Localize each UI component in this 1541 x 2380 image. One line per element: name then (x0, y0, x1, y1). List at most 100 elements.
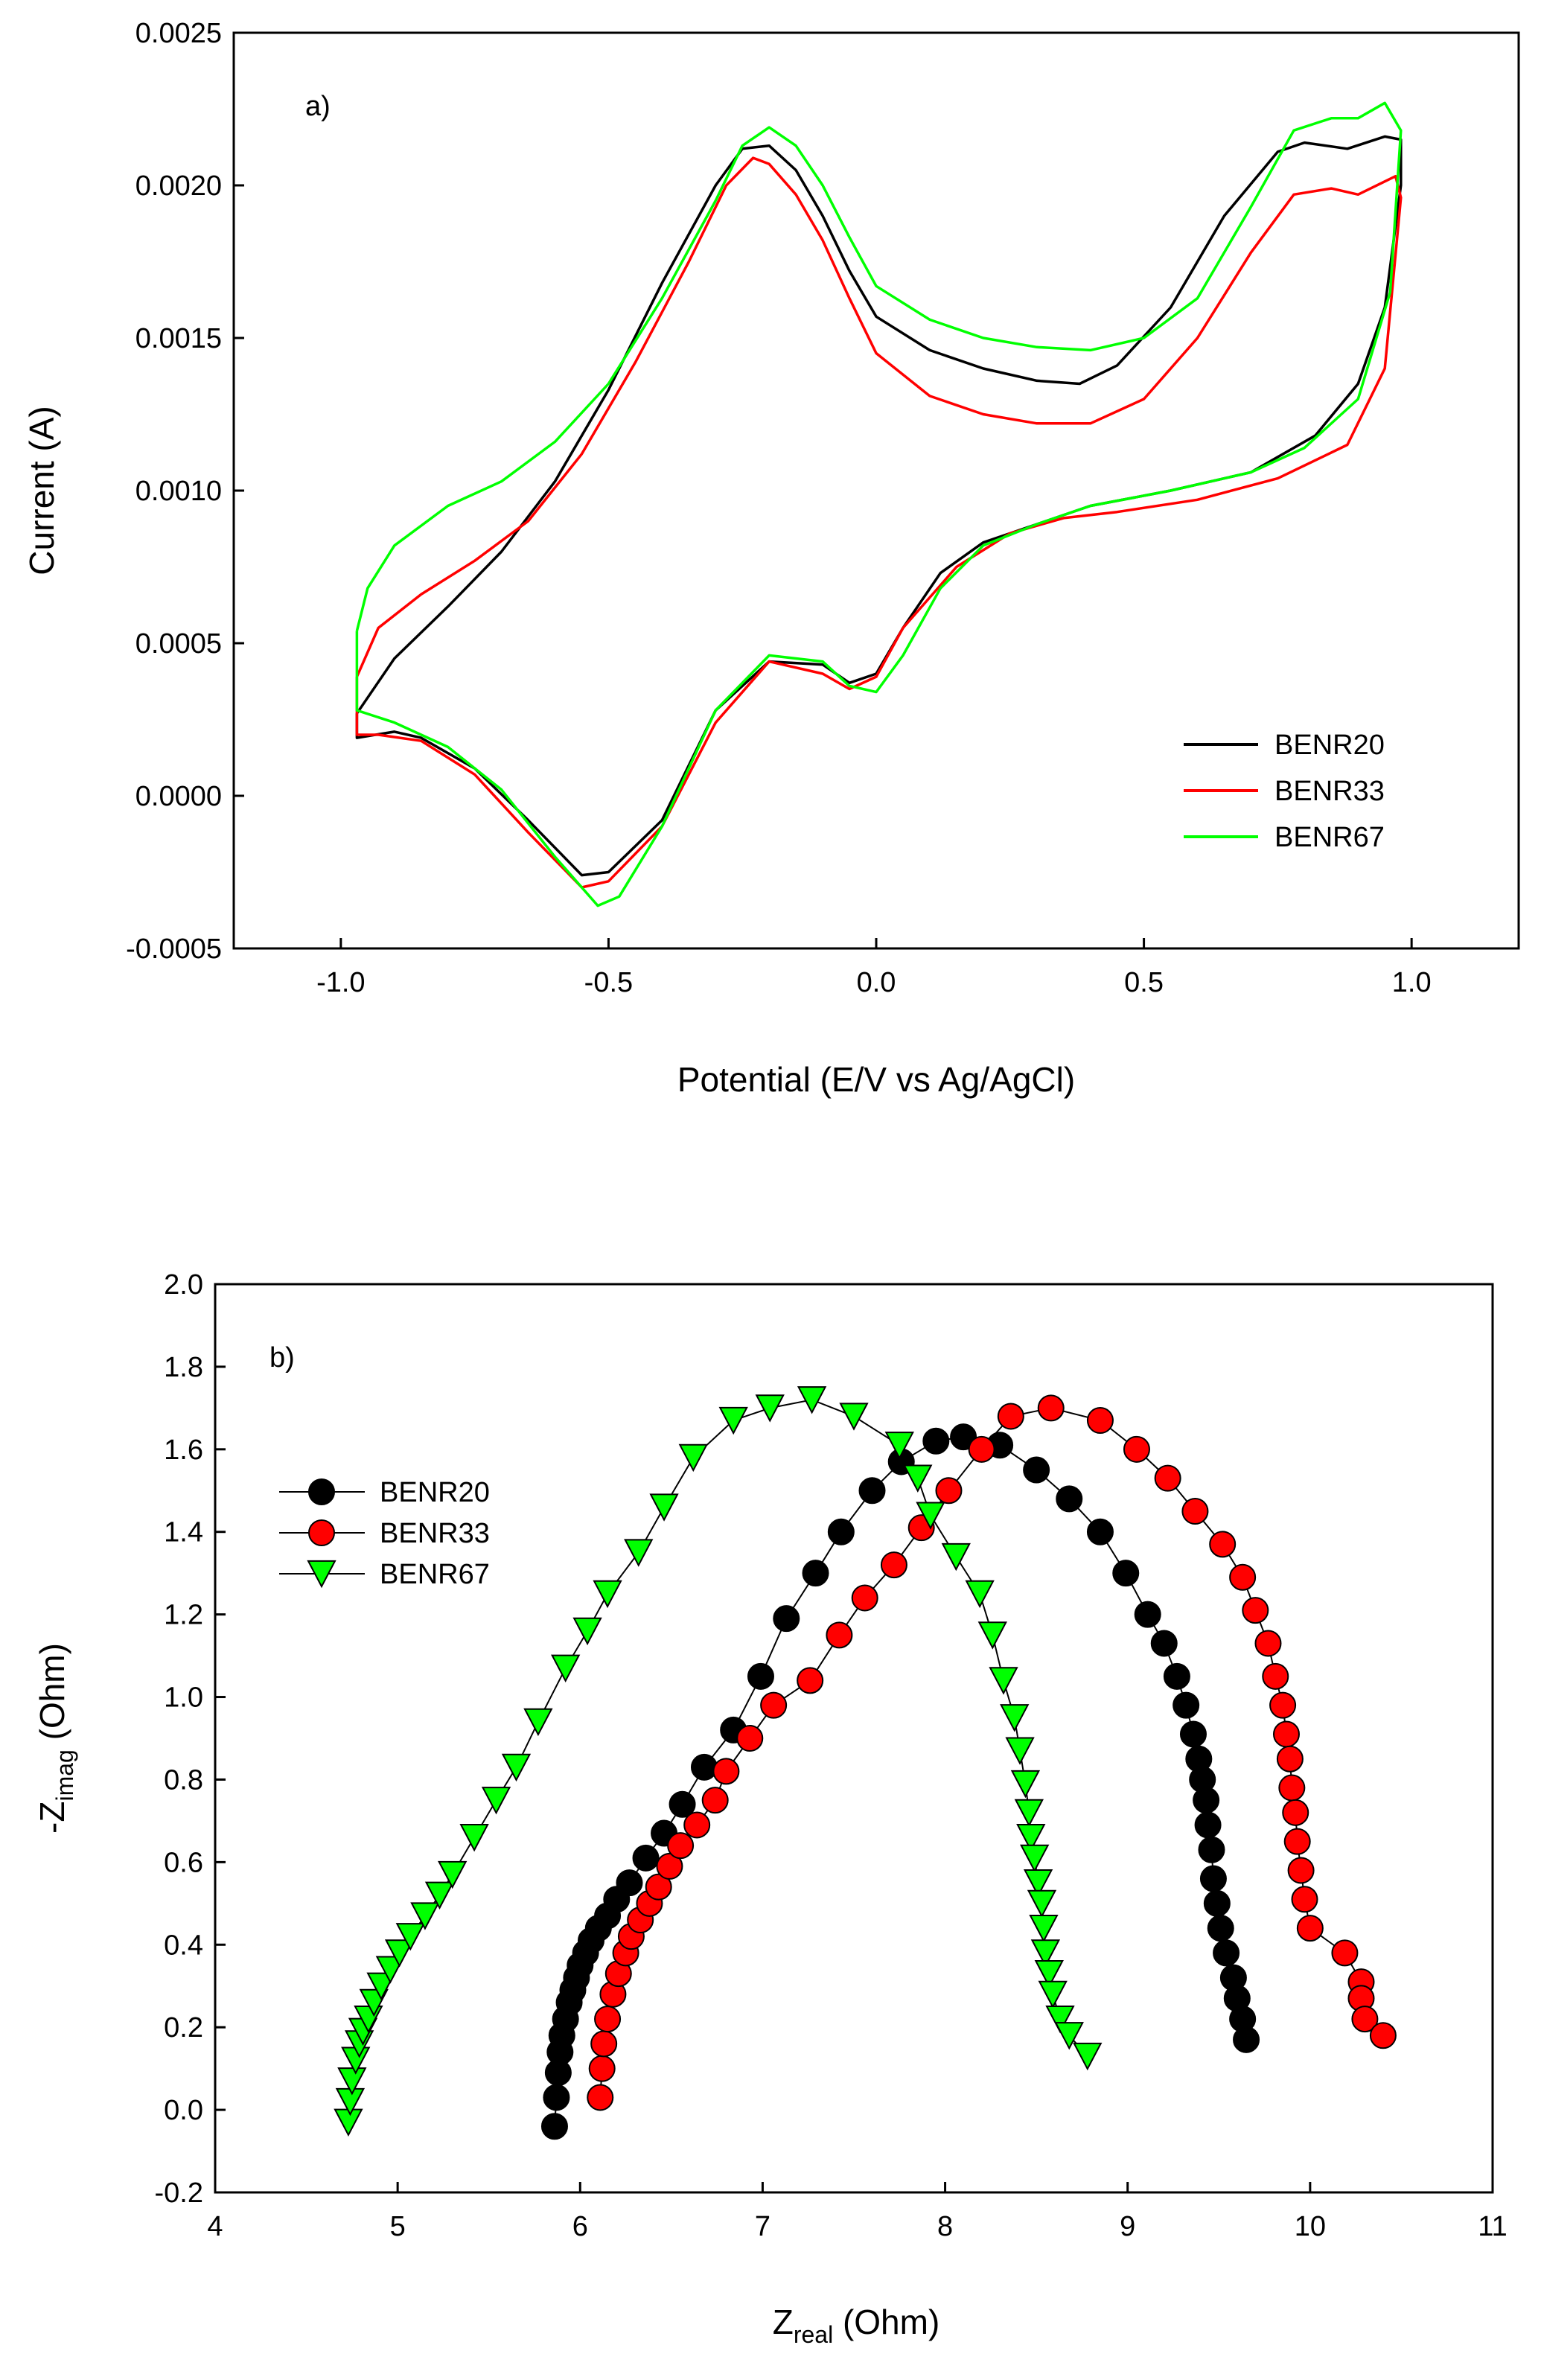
data-point-benr20 (669, 1790, 696, 1818)
y-tick-label: 1.6 (164, 1435, 203, 1466)
cv-curve-benr33 (355, 156, 1403, 889)
data-point-benr33 (667, 1832, 695, 1860)
x-tick-label: 10 (1295, 2211, 1326, 2242)
legend-marker-benr20 (308, 1478, 335, 1505)
data-point-benr33 (645, 1873, 672, 1901)
series-benr20 (540, 1423, 1260, 2140)
data-point-benr33 (1269, 1691, 1297, 1719)
data-point-benr67 (1027, 1889, 1057, 1918)
data-point-benr33 (760, 1691, 788, 1719)
data-point-benr33 (826, 1621, 853, 1649)
legend-label-benr20: BENR20 (380, 1477, 490, 1508)
data-point-benr67 (884, 1432, 914, 1460)
data-point-benr33 (1282, 1799, 1309, 1826)
x-tick-label: 1.0 (1392, 967, 1432, 998)
data-point-benr67 (1005, 1737, 1035, 1765)
y-axis-title-main: -Z (33, 1802, 71, 1834)
y-axis-title-b: -Zimag (Ohm) (33, 1643, 78, 1834)
data-point-benr20 (1134, 1601, 1161, 1628)
y-axis-ticks-a: -0.0005 0.0000 0.0005 0.0010 0.0015 0.0020 0.0… (126, 18, 244, 965)
y-tick-label: 0.6 (164, 1847, 203, 1878)
data-point-benr33 (997, 1403, 1024, 1430)
x-tick-label: 0.0 (857, 967, 896, 998)
data-point-benr67 (1020, 1844, 1050, 1873)
data-point-benr33 (1283, 1828, 1311, 1855)
data-point-benr67 (1016, 1823, 1046, 1852)
data-point-benr67 (375, 1956, 405, 1984)
data-point-benr67 (678, 1443, 708, 1473)
data-point-benr33 (935, 1477, 963, 1505)
data-point-benr67 (941, 1542, 971, 1572)
data-point-benr20 (540, 2113, 568, 2140)
x-tick-label: 0.5 (1124, 967, 1164, 998)
y-tick-label: 1.4 (164, 1517, 203, 1548)
data-point-benr20 (1203, 1889, 1231, 1917)
y-axis-title-a: Current (A) (22, 406, 61, 575)
data-point-benr33 (1154, 1464, 1181, 1492)
series-benr67 (334, 1386, 1103, 2137)
data-point-benr20 (1172, 1691, 1200, 1719)
x-tick-label: 4 (207, 2211, 223, 2242)
data-point-benr67 (1073, 2042, 1103, 2071)
legend-marker-benr33 (308, 1519, 335, 1546)
data-point-benr67 (395, 1923, 425, 1951)
data-point-benr20 (1207, 1915, 1234, 1942)
cv-chart-panel: -0.0005 0.0000 0.0005 0.0010 0.0015 0.0020 0.0… (22, 18, 1520, 1099)
y-tick-label: 1.0 (164, 1682, 203, 1714)
data-point-benr67 (1000, 1704, 1030, 1732)
data-point-benr67 (1029, 1914, 1059, 1943)
data-point-benr33 (1287, 1857, 1315, 1884)
data-point-benr33 (1242, 1597, 1269, 1624)
x-axis-title-main: Z (773, 2303, 794, 2341)
series-line-benr33 (599, 1407, 1384, 2098)
data-point-benr67 (337, 2067, 367, 2096)
x-tick-label: 11 (1478, 2211, 1507, 2242)
y-tick-label: 1.2 (164, 1600, 203, 1631)
y-tick-label: 0.2 (164, 2012, 203, 2044)
x-axis-ticks-a: -1.0 -0.5 0.0 0.5 1.0 (316, 938, 1432, 998)
data-point-benr33 (1123, 1435, 1150, 1463)
data-point-benr20 (1150, 1630, 1178, 1657)
x-tick-label: 8 (937, 2211, 953, 2242)
y-tick-label: 0.4 (164, 1930, 203, 1961)
data-point-benr20 (1112, 1560, 1140, 1587)
data-point-benr33 (1229, 1563, 1257, 1591)
data-point-benr67 (523, 1708, 553, 1737)
series-line-benr20 (554, 1436, 1248, 2127)
data-point-benr33 (1262, 1662, 1289, 1690)
data-point-benr67 (1030, 1939, 1061, 1968)
data-point-benr20 (616, 1869, 643, 1897)
x-axis-title-sub: real (794, 2321, 833, 2348)
data-point-benr33 (1369, 2022, 1397, 2049)
plot-frame-b (214, 1283, 1494, 2194)
data-point-benr67 (1038, 1980, 1068, 2009)
data-point-benr33 (1351, 2006, 1379, 2033)
data-point-benr20 (1163, 1662, 1190, 1690)
y-tick-label: 0.0000 (135, 781, 222, 812)
data-point-benr20 (802, 1560, 829, 1587)
legend-marker-benr67 (307, 1560, 336, 1589)
data-point-benr20 (922, 1427, 950, 1455)
legend-label-benr20: BENR20 (1274, 730, 1385, 761)
data-point-benr33 (1086, 1407, 1114, 1434)
cv-curve-benr20 (355, 135, 1403, 877)
data-point-benr67 (1010, 1770, 1041, 1799)
data-point-benr33 (1291, 1886, 1318, 1913)
legend-label-benr33: BENR33 (1274, 776, 1385, 807)
data-point-benr20 (1194, 1811, 1222, 1839)
data-point-benr20 (690, 1753, 718, 1781)
data-point-benr20 (1086, 1518, 1114, 1545)
data-point-benr67 (366, 1972, 396, 2000)
data-point-benr20 (827, 1518, 855, 1545)
data-point-benr67 (903, 1464, 933, 1493)
x-axis-title-a: Potential (E/V vs Ag/AgCl) (677, 1060, 1075, 1099)
x-tick-label: 9 (1120, 2211, 1135, 2242)
y-tick-label: 0.0020 (135, 170, 222, 202)
data-point-benr67 (1054, 2022, 1084, 2050)
panel-label-b: b) (269, 1342, 295, 1374)
eis-series-group (334, 1386, 1397, 2140)
data-point-benr33 (851, 1584, 878, 1612)
y-tick-label: -0.0005 (126, 934, 222, 965)
data-point-benr33 (712, 1758, 740, 1785)
data-point-benr33 (968, 1435, 995, 1463)
